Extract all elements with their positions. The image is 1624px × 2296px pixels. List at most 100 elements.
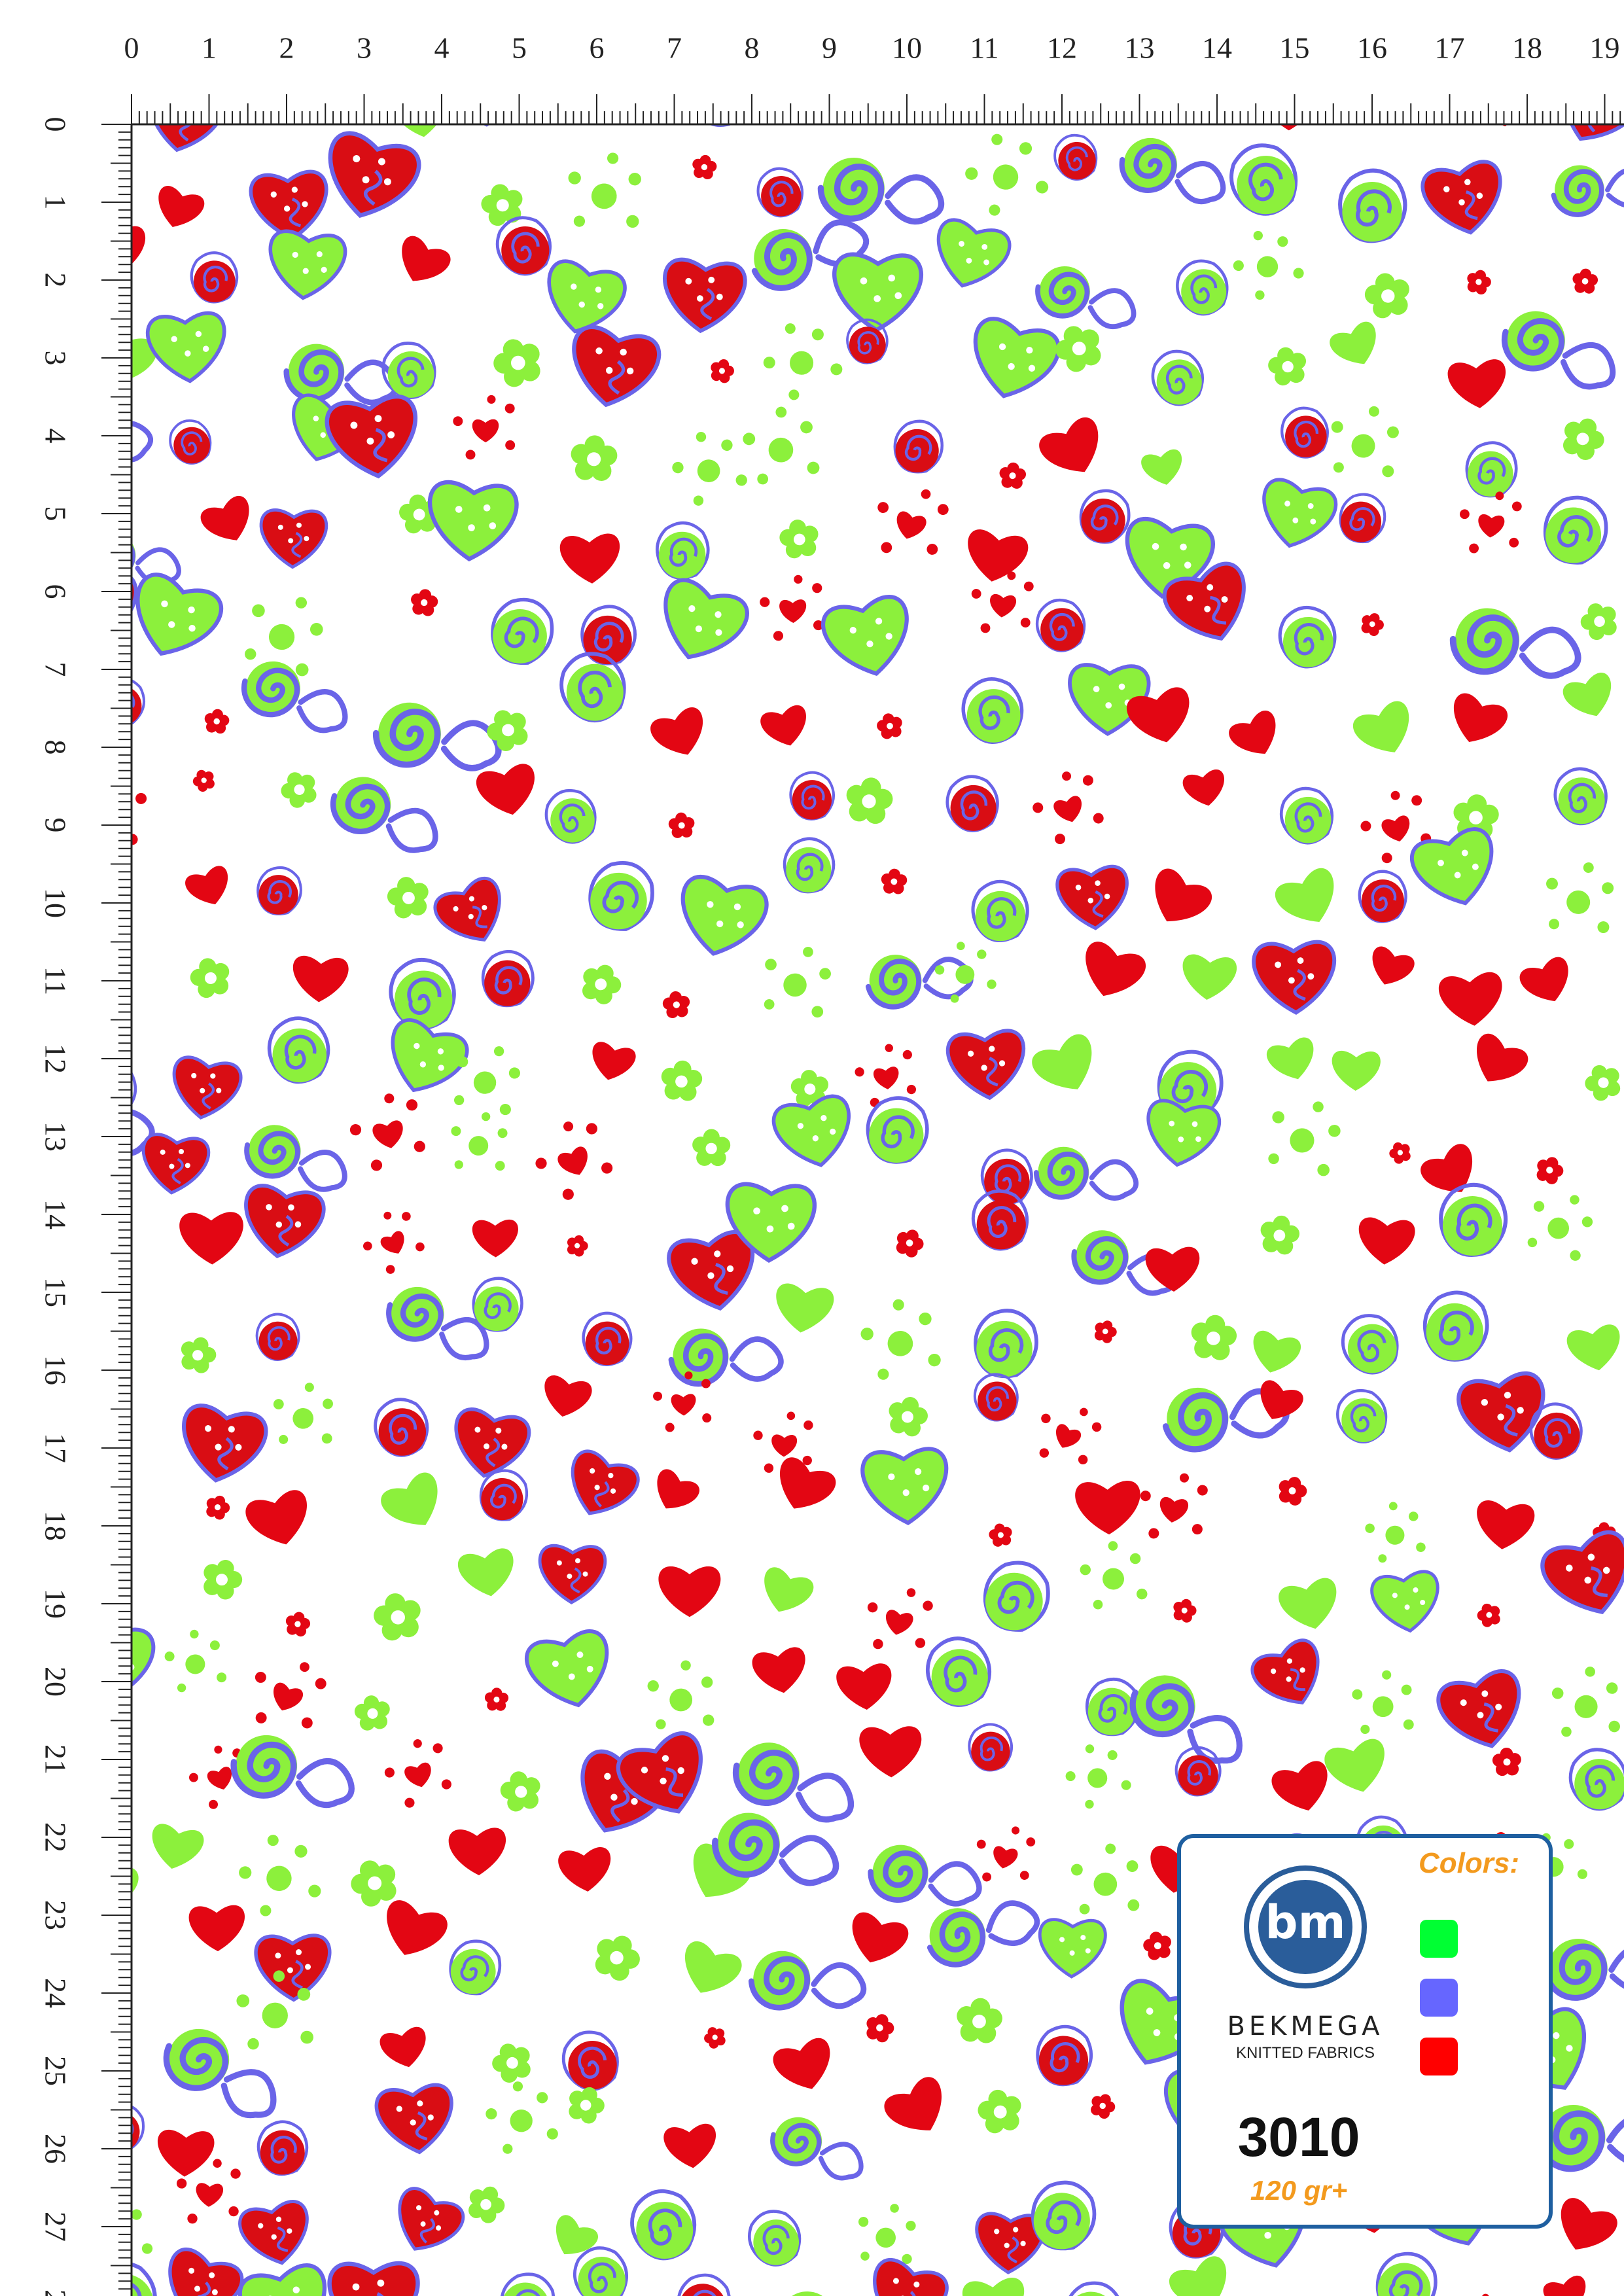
ruler-label: 0 <box>124 31 139 65</box>
heart-motif <box>1519 957 1568 1002</box>
heart-motif <box>402 236 451 281</box>
heart-motif <box>657 1469 699 1509</box>
colors-label: Colors: <box>1419 1847 1519 1879</box>
heart-motif <box>556 2215 598 2255</box>
heart-motif <box>658 1566 721 1617</box>
heart-motif <box>1438 972 1502 1026</box>
ruler-label: 9 <box>822 31 837 65</box>
fabric-weight: 120 gr+ <box>1250 2175 1347 2206</box>
heart-motif <box>1372 946 1415 985</box>
heart-motif <box>1182 769 1225 806</box>
heart-motif <box>1032 1034 1092 1089</box>
ruler-label: 21 <box>39 1744 72 1775</box>
heart-motif <box>1039 417 1099 472</box>
ruler-label: 17 <box>39 1433 72 1463</box>
ruler-label: 15 <box>39 1277 72 1307</box>
heart-motif <box>200 496 249 540</box>
ruler-label: 26 <box>39 2134 72 2164</box>
heart-motif <box>780 1457 836 1509</box>
ruler-label: 11 <box>39 966 72 995</box>
heart-motif <box>448 1828 506 1876</box>
heart-motif <box>245 1490 307 1545</box>
ruler-label: 20 <box>39 1667 72 1697</box>
ruler-label: 4 <box>39 429 72 444</box>
ruler-label: 9 <box>39 818 72 833</box>
heart-motif <box>1275 868 1334 923</box>
heart-motif <box>968 529 1029 582</box>
heart-motif <box>1253 1330 1301 1373</box>
color-swatch <box>1420 2038 1458 2075</box>
heart-motif <box>381 1472 438 1525</box>
ruler-label: 18 <box>1512 31 1542 65</box>
heart-motif <box>558 1847 611 1892</box>
heart-motif <box>1086 942 1146 997</box>
heart-motif <box>1562 672 1612 716</box>
heart-motif <box>592 1042 636 1080</box>
ruler-label: 18 <box>39 1511 72 1541</box>
ruler-label: 23 <box>39 1900 72 1930</box>
heart-motif <box>752 1647 805 1693</box>
heart-motif <box>1477 1500 1535 1549</box>
color-swatch <box>1420 1920 1458 1958</box>
heart-motif <box>476 764 535 815</box>
ruler-label: 13 <box>1125 31 1155 65</box>
heart-motif <box>185 866 228 905</box>
brand: BEKMEGA <box>1227 2011 1383 2041</box>
heart-motif <box>859 1726 922 1778</box>
logo <box>1258 1880 1352 1974</box>
logo-monogram: bm <box>1265 1896 1345 1949</box>
heart-motif <box>559 533 620 584</box>
heart-motif <box>292 955 349 1002</box>
heart-motif <box>1279 1578 1337 1629</box>
ruler-label: 7 <box>667 31 682 65</box>
heart-motif <box>1145 1246 1200 1292</box>
ruler-label: 11 <box>970 31 998 65</box>
heart-motif <box>152 1824 204 1869</box>
ruler-label: 8 <box>39 740 72 755</box>
heart-motif <box>393 124 446 137</box>
ruler-label: 14 <box>39 1199 72 1229</box>
ruler-label: 15 <box>1280 31 1310 65</box>
ruler-label: 19 <box>39 1589 72 1619</box>
info-box: Colors: bm BEKMEGA KNITTED FABRICS 3010 … <box>1177 1834 1553 2229</box>
ruler-label: 22 <box>39 1822 72 1852</box>
heart-motif <box>1358 1217 1415 1265</box>
ruler-label: 24 <box>39 1978 72 2008</box>
ruler-label: 16 <box>1357 31 1387 65</box>
heart-motif <box>1267 1037 1314 1080</box>
heart-motif <box>773 2038 830 2089</box>
ruler-label: 13 <box>39 1122 72 1152</box>
ruler-label: 3 <box>39 351 72 366</box>
ruler-label: 7 <box>39 662 72 677</box>
ruler-label: 1 <box>202 31 217 65</box>
ruler-label: 12 <box>1047 31 1077 65</box>
ruler-label: 27 <box>39 2212 72 2242</box>
ruler-label: 4 <box>434 31 450 65</box>
ruler-label: 3 <box>357 31 372 65</box>
heart-motif <box>380 2026 426 2068</box>
ruler-label: 10 <box>39 888 72 918</box>
heart-motif <box>884 2077 942 2130</box>
ruler-label: 0 <box>39 117 72 132</box>
ruler-label: 2 <box>279 31 294 65</box>
heart-motif <box>179 1212 243 1265</box>
heart-motif <box>693 1843 751 1898</box>
ruler-label: 6 <box>590 31 605 65</box>
ruler-label: 6 <box>39 584 72 599</box>
heart-motif <box>650 707 703 755</box>
ruler-label: 12 <box>39 1044 72 1074</box>
ruler-label: 17 <box>1435 31 1465 65</box>
ruler-label: 8 <box>745 31 760 65</box>
heart-motif <box>1141 449 1182 485</box>
heart-motif <box>188 1905 245 1952</box>
color-swatch <box>1420 1979 1458 2017</box>
heart-motif <box>1352 701 1409 752</box>
ruler-label: 19 <box>1590 31 1620 65</box>
brand-subtitle: KNITTED FABRICS <box>1236 2044 1375 2062</box>
heart-motif <box>663 2124 716 2168</box>
heart-motif <box>1155 868 1212 922</box>
heart-motif <box>836 1663 892 1710</box>
heart-motif <box>158 2130 215 2177</box>
